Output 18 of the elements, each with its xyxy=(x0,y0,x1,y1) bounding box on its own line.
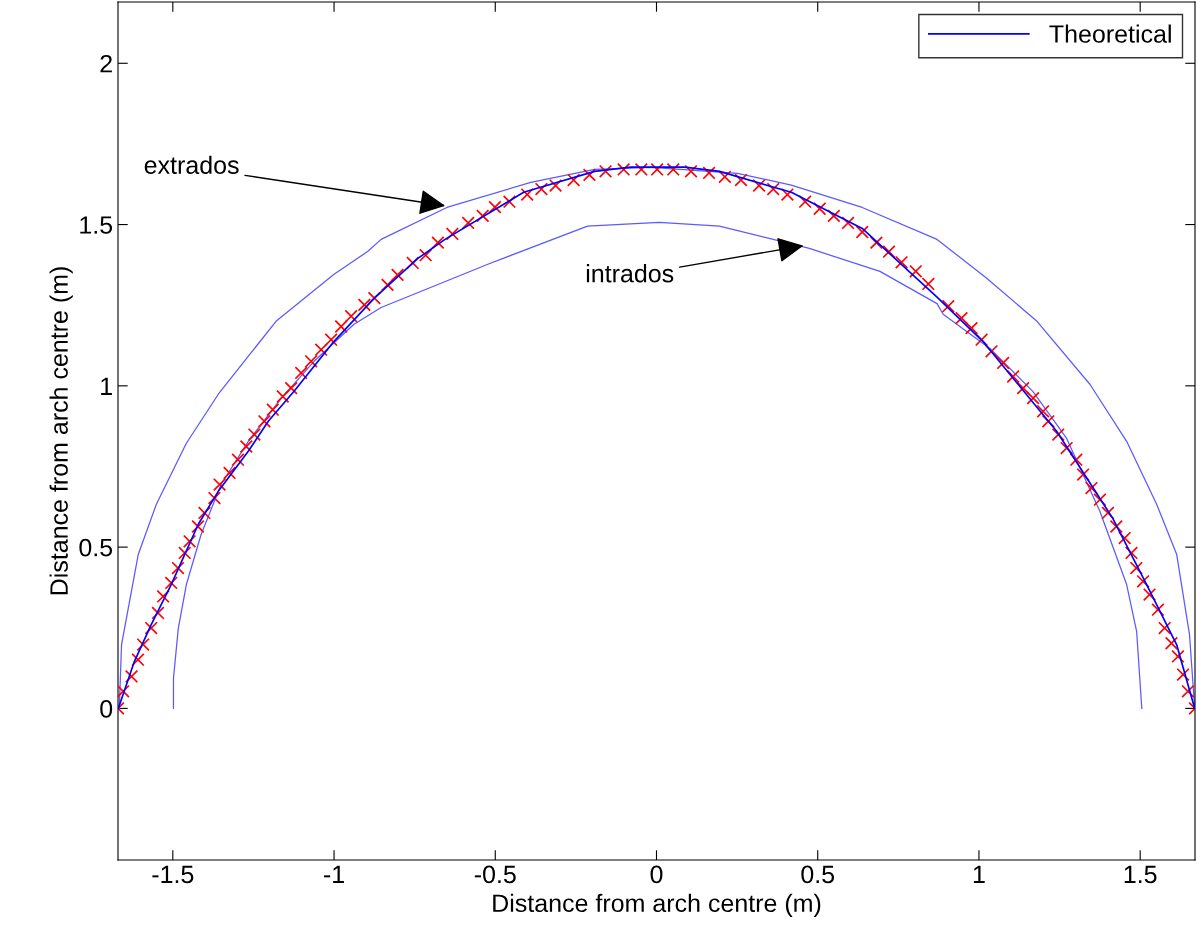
y-axis-title: Distance from arch centre (m) xyxy=(49,267,73,595)
x-tick-label: -1 xyxy=(324,865,344,883)
annotation: intrados xyxy=(586,264,674,283)
legend-label: Theoretical xyxy=(1049,24,1171,43)
y-tick-label: 1.5 xyxy=(80,216,113,234)
line-series xyxy=(172,221,1143,710)
y-tick-label: 2 xyxy=(100,54,112,73)
x-tick-label: 1 xyxy=(973,865,985,883)
x-tick-label: 0 xyxy=(650,865,663,884)
x-tick-label: -0.5 xyxy=(474,865,516,884)
y-tick-label: 0 xyxy=(100,700,113,718)
x-tick-label: 0.5 xyxy=(801,865,835,884)
x-axis-title: Distance from arch centre (m) xyxy=(493,893,821,918)
x-tick-label: -1.5 xyxy=(152,865,194,884)
y-tick-label: 0.5 xyxy=(79,538,113,557)
annotation: extrados xyxy=(144,155,239,174)
y-tick-label: 1 xyxy=(101,377,112,395)
x-tick-label: 1.5 xyxy=(1124,865,1157,884)
